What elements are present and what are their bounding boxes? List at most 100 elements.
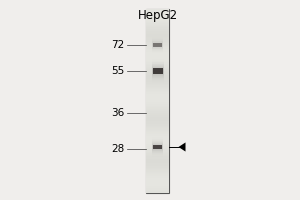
Bar: [152, 148, 163, 149]
Bar: [146, 117, 170, 118]
Bar: [146, 51, 170, 52]
Bar: [152, 151, 163, 152]
Bar: [146, 94, 170, 95]
Bar: [146, 163, 170, 164]
Bar: [146, 17, 170, 18]
Bar: [146, 36, 170, 37]
Bar: [152, 48, 163, 49]
Bar: [146, 179, 170, 180]
Bar: [146, 65, 170, 66]
Bar: [146, 147, 170, 148]
Bar: [146, 44, 170, 45]
Bar: [146, 104, 170, 105]
Bar: [146, 18, 170, 19]
Bar: [152, 75, 164, 76]
Bar: [146, 105, 170, 106]
Bar: [146, 97, 170, 98]
Bar: [146, 26, 170, 27]
Bar: [146, 61, 170, 62]
Bar: [152, 147, 163, 148]
Bar: [146, 39, 170, 40]
Bar: [146, 185, 170, 186]
Polygon shape: [178, 142, 185, 152]
Bar: [152, 140, 163, 141]
Bar: [146, 155, 170, 156]
Bar: [146, 124, 170, 125]
Bar: [146, 181, 170, 182]
Bar: [146, 152, 170, 153]
Bar: [146, 87, 170, 88]
Bar: [146, 86, 170, 87]
Bar: [146, 55, 170, 56]
Bar: [146, 10, 170, 11]
Bar: [146, 45, 170, 46]
Bar: [146, 46, 170, 47]
Bar: [146, 149, 170, 150]
Bar: [146, 157, 170, 158]
Bar: [146, 13, 170, 14]
Bar: [146, 123, 170, 124]
Bar: [152, 59, 164, 60]
Bar: [152, 64, 164, 65]
Bar: [146, 190, 170, 191]
Bar: [146, 19, 170, 20]
Bar: [146, 136, 170, 137]
Bar: [152, 73, 164, 74]
Bar: [146, 178, 170, 179]
Bar: [146, 176, 170, 177]
Bar: [146, 148, 170, 149]
Bar: [152, 45, 163, 46]
Bar: [152, 60, 164, 61]
Bar: [146, 159, 170, 160]
Bar: [152, 40, 163, 41]
Bar: [146, 29, 170, 30]
Bar: [146, 37, 170, 38]
Bar: [146, 98, 170, 99]
Bar: [146, 172, 170, 173]
Bar: [152, 53, 163, 54]
Bar: [146, 115, 170, 116]
Bar: [146, 38, 170, 39]
Bar: [146, 180, 170, 181]
Bar: [152, 69, 164, 70]
Text: HepG2: HepG2: [137, 9, 178, 22]
Bar: [146, 89, 170, 90]
Bar: [146, 191, 170, 192]
Bar: [152, 142, 163, 143]
Bar: [146, 175, 170, 176]
Bar: [152, 149, 163, 150]
Bar: [146, 62, 170, 63]
Bar: [146, 126, 170, 127]
Bar: [146, 81, 170, 82]
Bar: [146, 77, 170, 78]
Bar: [146, 125, 170, 126]
Bar: [146, 27, 170, 28]
Bar: [152, 154, 163, 155]
Bar: [146, 25, 170, 26]
Bar: [152, 76, 164, 77]
Bar: [152, 36, 163, 37]
Bar: [146, 139, 170, 140]
Bar: [146, 177, 170, 178]
Bar: [146, 146, 170, 147]
Bar: [152, 63, 164, 64]
Bar: [146, 189, 170, 190]
Bar: [146, 14, 170, 15]
Bar: [146, 76, 170, 77]
Bar: [146, 24, 170, 25]
Text: 72: 72: [111, 40, 124, 50]
Bar: [152, 41, 163, 42]
Bar: [146, 142, 170, 143]
Bar: [146, 79, 170, 80]
Bar: [152, 46, 163, 47]
Text: 36: 36: [111, 108, 124, 118]
Bar: [146, 169, 170, 170]
Bar: [146, 43, 170, 44]
Bar: [146, 64, 170, 65]
Bar: [146, 173, 170, 174]
Bar: [146, 11, 170, 12]
Bar: [152, 74, 164, 75]
Bar: [152, 150, 163, 151]
Bar: [152, 144, 163, 145]
Bar: [146, 167, 170, 168]
